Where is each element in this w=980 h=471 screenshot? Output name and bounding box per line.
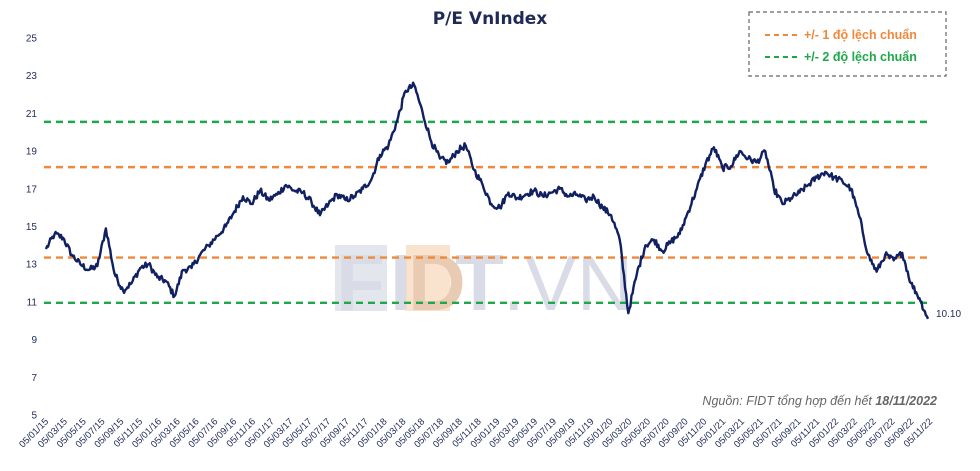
y-tick-label: 25 (26, 34, 38, 45)
legend: +/- 1 độ lệch chuẩn +/- 2 độ lệch chuẩn (748, 11, 947, 77)
svg-text:.VN: .VN (503, 239, 633, 327)
y-tick-label: 9 (31, 335, 37, 346)
y-axis: 5 7 9 11 13 15 17 19 21 23 25 (26, 34, 38, 422)
y-tick-label: 5 (31, 411, 37, 422)
y-tick-label: 11 (27, 297, 38, 308)
source-note: Nguồn: FIDT tổng hợp đến hết 18/11/2022 (702, 394, 937, 408)
y-tick-label: 23 (26, 71, 38, 82)
y-tick-label: 17 (26, 184, 38, 195)
source-date: 18/11/2022 (875, 394, 937, 408)
source-prefix: Nguồn: FIDT tổng hợp đến hết (702, 394, 875, 408)
legend-box (748, 11, 947, 77)
y-tick-label: 21 (26, 109, 38, 120)
series-layer: 10.10 (44, 81, 961, 320)
pe-series-line (44, 81, 930, 320)
svg-text:F: F (336, 238, 385, 327)
chart-title: P/E VnIndex (433, 9, 548, 29)
reference-lines (44, 120, 930, 305)
y-tick-label: 13 (26, 260, 38, 271)
y-tick-label: 15 (26, 222, 38, 233)
y-tick-label: 19 (26, 147, 38, 158)
y-tick-label: 7 (31, 373, 37, 384)
x-axis: 05/01/1505/03/1505/05/1505/07/1505/09/15… (17, 416, 935, 450)
svg-text:T: T (455, 238, 504, 327)
legend-label-2sd: +/- 2 độ lệch chuẩn (804, 50, 917, 64)
svg-text:D: D (408, 238, 466, 327)
last-value-label: 10.10 (936, 309, 961, 320)
legend-label-1sd: +/- 1 độ lệch chuẩn (804, 28, 917, 42)
watermark-logo: F I D T .VN (335, 238, 633, 327)
